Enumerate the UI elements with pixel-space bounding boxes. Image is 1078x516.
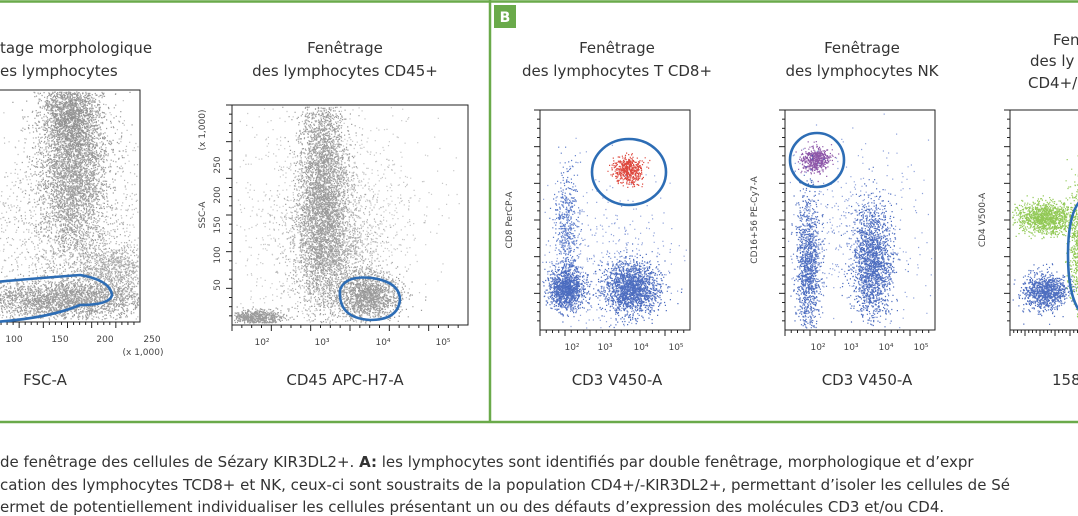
plot-title: des lymphocytes CD45+ xyxy=(252,62,438,80)
gate xyxy=(788,131,846,189)
cell-dots xyxy=(587,243,683,329)
x-tick-label: 150 xyxy=(51,335,68,345)
plot-title: es lymphocytes xyxy=(0,62,118,80)
x-axis-label: CD45 APC-H7-A xyxy=(286,371,404,389)
y-axis-label: CD8 PerCP-A xyxy=(505,191,515,249)
x-tick-label: 10² xyxy=(564,343,579,353)
panel-label: B xyxy=(500,10,511,26)
gate xyxy=(338,276,402,322)
y-axis-label: CD16+56 PE-Cy7-A xyxy=(750,175,760,263)
plot-title: des lymphocytes NK xyxy=(785,62,939,80)
caption-text: les lymphocytes sont identifiés par doub… xyxy=(377,453,974,471)
caption-bold: A: xyxy=(359,453,377,471)
x-tick-label: 10³ xyxy=(314,338,329,348)
cell-dots xyxy=(51,222,139,321)
cell-dots xyxy=(543,258,606,323)
x-axis-label: 158 xyxy=(1052,371,1078,389)
x-axis-label: CD3 V450-A xyxy=(822,371,913,389)
plot-title: des lymphocytes T CD8+ xyxy=(522,62,712,80)
x-tick-label: 10⁴ xyxy=(878,343,893,353)
gate xyxy=(590,137,668,207)
plot-title: CD4+/ xyxy=(1028,74,1078,92)
caption-line: ermet de potentiellement individualiser … xyxy=(0,498,944,516)
y-tick-label: 50 xyxy=(213,279,223,291)
x-tick-label: 10⁵ xyxy=(435,338,450,348)
axis-unit: (x 1,000) xyxy=(123,348,164,358)
x-tick-label: 10⁴ xyxy=(633,343,648,353)
x-axis-label: CD3 V450-A xyxy=(572,371,663,389)
cell-dots xyxy=(840,166,909,328)
plot-title: des ly xyxy=(1030,52,1075,70)
plot-title: Fenêtrage xyxy=(579,39,655,57)
cell-dots xyxy=(235,106,460,323)
y-tick-label: 200 xyxy=(213,186,223,203)
y-tick-label: 250 xyxy=(213,156,223,173)
caption-line: cation des lymphocytes TCD8+ et NK, ceux… xyxy=(0,476,1010,494)
x-tick-label: 10⁴ xyxy=(375,338,390,348)
plot-title: Fenêtrage xyxy=(824,39,900,57)
cell-dots xyxy=(790,155,835,329)
y-axis-label: SSC-A xyxy=(198,201,208,229)
plot-title: tage morphologique xyxy=(0,39,152,57)
y-axis-label: CD4 V500-A xyxy=(978,192,988,247)
cell-dots xyxy=(542,137,687,329)
cell-dots xyxy=(0,93,139,321)
caption-text: de fenêtrage des cellules de Sézary KIR3… xyxy=(0,453,359,471)
plot-title: Fenêtrage xyxy=(307,39,383,57)
x-tick-label: 200 xyxy=(96,335,113,345)
cell-dots xyxy=(607,152,651,188)
x-tick-label: 10² xyxy=(810,343,825,353)
y-tick-label: 100 xyxy=(213,246,223,263)
panel-label-box xyxy=(494,5,516,28)
x-tick-label: 100 xyxy=(5,335,22,345)
x-tick-label: 10³ xyxy=(597,343,612,353)
gate xyxy=(1066,201,1078,311)
x-tick-label: 10³ xyxy=(843,343,858,353)
y-tick-label: 150 xyxy=(213,216,223,233)
x-axis-label: FSC-A xyxy=(23,371,67,389)
cell-dots xyxy=(234,306,295,324)
gate xyxy=(0,273,114,323)
x-tick-label: 10⁵ xyxy=(668,343,683,353)
axis-unit: (x 1,000) xyxy=(198,110,208,151)
x-tick-label: 250 xyxy=(143,335,160,345)
scatter-dots xyxy=(0,91,1078,329)
caption-line: de fenêtrage des cellules de Sézary KIR3… xyxy=(0,453,974,471)
cell-dots xyxy=(1063,155,1078,319)
x-tick-label: 10⁵ xyxy=(913,343,928,353)
cell-dots xyxy=(27,91,122,177)
plot-title: Fen xyxy=(1053,31,1078,49)
cell-dots xyxy=(795,141,840,183)
x-tick-label: 10² xyxy=(254,338,269,348)
cell-dots xyxy=(1012,195,1078,253)
cell-dots xyxy=(1012,263,1078,325)
cell-dots xyxy=(788,113,933,329)
